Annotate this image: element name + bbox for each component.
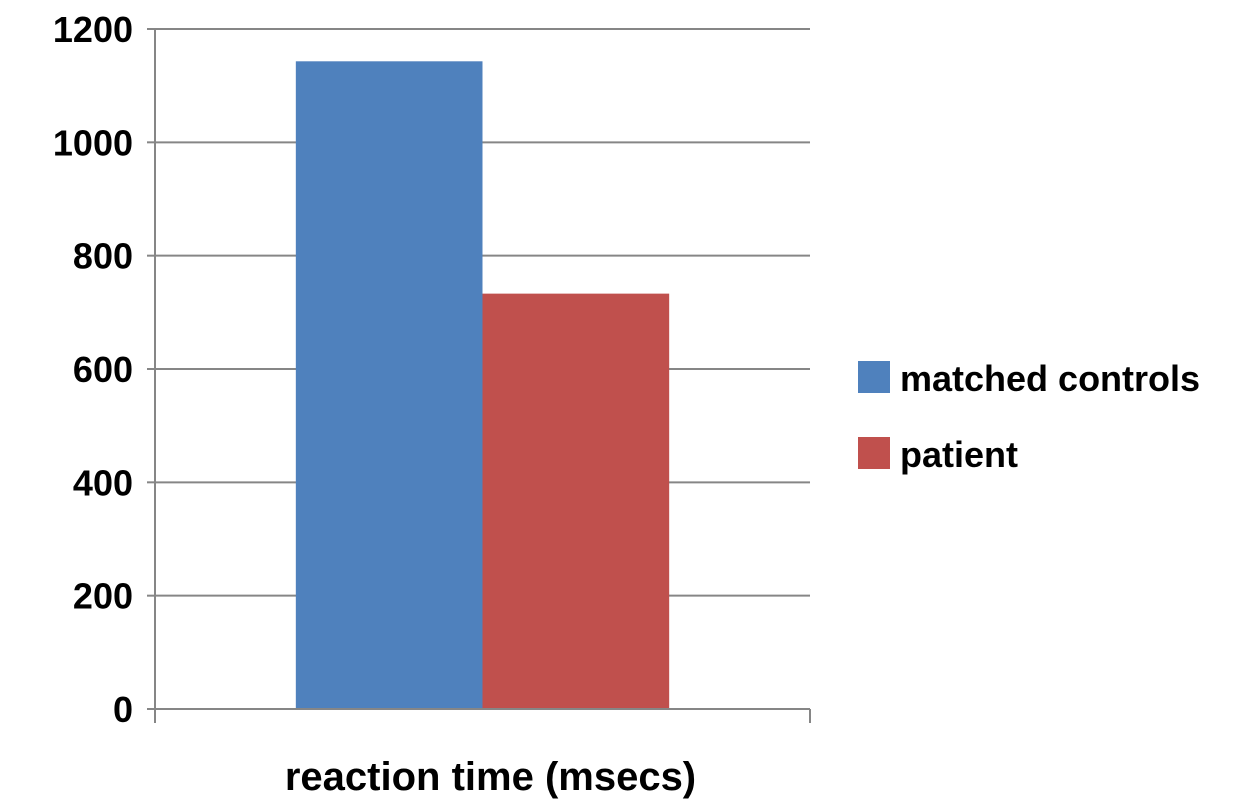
legend: matched controls patient [858,358,1200,475]
y-axis-tick-label: 400 [73,462,133,503]
y-axis-tick-label: 0 [113,689,133,730]
bar-patient [482,293,670,709]
axes [147,28,811,723]
legend-label: patient [900,434,1018,475]
y-axis-tick-label: 1200 [53,9,133,50]
y-axis-tick-label: 1000 [53,122,133,163]
legend-swatch [858,437,890,469]
y-axis-tick-label: 800 [73,236,133,277]
y-axis-tick-label: 600 [73,349,133,390]
legend-swatch [858,361,890,393]
bars [295,61,670,710]
bar-matched-controls [295,61,483,710]
category-labels: reaction time (msecs) [285,755,696,799]
y-axis-tick-label: 200 [73,576,133,617]
x-axis-category-label: reaction time (msecs) [285,755,696,799]
y-axis-tick-labels: 0 200 400 600 800 1000 1200 [53,9,133,730]
legend-label: matched controls [900,358,1200,399]
